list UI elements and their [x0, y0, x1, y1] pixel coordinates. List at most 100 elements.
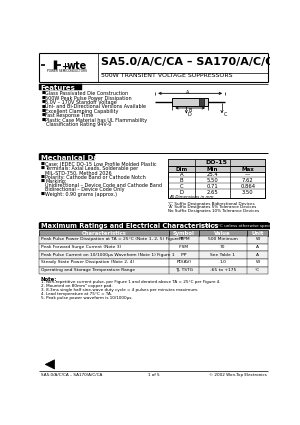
Text: wte: wte	[67, 61, 87, 71]
Text: 2.65: 2.65	[207, 190, 218, 195]
Text: ■: ■	[40, 162, 44, 166]
Bar	[168, 166, 266, 172]
Text: 3.50: 3.50	[242, 190, 254, 195]
Text: Bidirectional – Device Code Only: Bidirectional – Device Code Only	[45, 187, 125, 192]
Text: C: C	[180, 184, 183, 189]
Text: SA5.0/A/C/CA – SA170/A/C/CA: SA5.0/A/C/CA – SA170/A/C/CA	[101, 57, 282, 67]
Bar	[39, 236, 268, 244]
Bar	[39, 259, 268, 266]
Text: ■: ■	[41, 109, 45, 113]
Bar	[39, 251, 268, 259]
Bar	[168, 159, 266, 198]
Text: All Dimensions in mm: All Dimensions in mm	[169, 196, 214, 199]
Text: 1.0: 1.0	[219, 261, 226, 264]
Text: ■: ■	[41, 118, 45, 122]
Polygon shape	[45, 360, 55, 369]
Bar	[39, 244, 268, 251]
Text: B: B	[180, 178, 183, 183]
Text: A: A	[256, 245, 259, 249]
Text: 'C' Suffix Designates Bidirectional Devices: 'C' Suffix Designates Bidirectional Devi…	[168, 201, 254, 206]
Text: PD(AV): PD(AV)	[176, 261, 191, 264]
Text: -65 to +175: -65 to +175	[209, 268, 236, 272]
Text: Note:: Note:	[40, 277, 57, 282]
Text: TJ, TSTG: TJ, TSTG	[175, 268, 193, 272]
Text: D: D	[188, 112, 192, 117]
Text: Weight: 0.90 grams (approx.): Weight: 0.90 grams (approx.)	[45, 192, 117, 196]
Text: 500 Minimum: 500 Minimum	[208, 237, 238, 241]
Text: ■: ■	[40, 192, 44, 196]
Text: © 2002 Won-Top Electronics: © 2002 Won-Top Electronics	[209, 373, 267, 377]
Text: Characteristics: Characteristics	[82, 231, 127, 236]
Text: Terminals: Axial Leads, Solderable per: Terminals: Axial Leads, Solderable per	[45, 166, 139, 171]
Text: 500W TRANSIENT VOLTAGE SUPPRESSORS: 500W TRANSIENT VOLTAGE SUPPRESSORS	[101, 74, 232, 78]
Text: See Table 1: See Table 1	[210, 253, 235, 257]
Text: 'A' Suffix Designates 5% Tolerance Devices: 'A' Suffix Designates 5% Tolerance Devic…	[168, 205, 256, 210]
Bar	[39, 223, 270, 229]
Text: Symbol: Symbol	[173, 231, 195, 236]
Text: POWER SEMICONDUCTORS: POWER SEMICONDUCTORS	[47, 69, 87, 73]
Text: 5.50: 5.50	[207, 178, 218, 183]
Text: No Suffix Designates 10% Tolerance Devices: No Suffix Designates 10% Tolerance Devic…	[168, 209, 259, 213]
Text: ■: ■	[40, 175, 44, 178]
Bar	[199, 98, 204, 106]
Text: Plastic Case Material has UL Flammability: Plastic Case Material has UL Flammabilit…	[45, 118, 147, 123]
Text: ■: ■	[40, 179, 44, 183]
Text: Min: Min	[207, 167, 218, 172]
Text: Excellent Clamping Capability: Excellent Clamping Capability	[45, 109, 118, 114]
Text: ■: ■	[41, 100, 45, 104]
Bar	[172, 98, 208, 106]
Text: Peak Forward Surge Current (Note 3): Peak Forward Surge Current (Note 3)	[40, 245, 121, 249]
Text: Unit: Unit	[251, 231, 264, 236]
Text: Max: Max	[242, 167, 254, 172]
Bar	[39, 230, 268, 236]
Text: IPP: IPP	[181, 253, 187, 257]
Text: Features: Features	[40, 85, 76, 91]
Text: SA5.0/A/C/CA – SA170/A/C/CA: SA5.0/A/C/CA – SA170/A/C/CA	[40, 373, 102, 377]
Text: 500W Peak Pulse Power Dissipation: 500W Peak Pulse Power Dissipation	[45, 96, 132, 100]
Text: ■: ■	[40, 166, 44, 170]
Text: 70: 70	[220, 245, 226, 249]
Text: °C: °C	[255, 268, 260, 272]
Text: Marking:: Marking:	[45, 179, 67, 184]
Bar	[39, 154, 95, 159]
Text: Case: JEDEC DO-15 Low Profile Molded Plastic: Case: JEDEC DO-15 Low Profile Molded Pla…	[45, 162, 157, 167]
Text: Dim: Dim	[175, 167, 188, 172]
Text: C: C	[224, 112, 227, 117]
Text: Glass Passivated Die Construction: Glass Passivated Die Construction	[45, 91, 128, 96]
Text: @TA=25°C unless otherwise specified: @TA=25°C unless otherwise specified	[200, 224, 278, 228]
Text: A: A	[180, 173, 183, 177]
Text: Steady State Power Dissipation (Note 2, 4): Steady State Power Dissipation (Note 2, …	[40, 261, 134, 264]
Text: 7.62: 7.62	[242, 178, 254, 183]
Text: Unidirectional – Device Code and Cathode Band: Unidirectional – Device Code and Cathode…	[45, 183, 162, 188]
Bar	[39, 84, 82, 90]
Text: DO-15: DO-15	[206, 160, 227, 165]
Text: Fast Response Time: Fast Response Time	[45, 113, 94, 119]
Text: 5. Peak pulse power waveform is 10/1000μs.: 5. Peak pulse power waveform is 10/1000μ…	[40, 296, 132, 300]
Text: ■: ■	[41, 96, 45, 99]
Bar	[168, 159, 266, 166]
Text: Value: Value	[214, 231, 231, 236]
Text: A: A	[256, 253, 259, 257]
Text: PPPM: PPPM	[178, 237, 190, 241]
Text: 0.71: 0.71	[207, 184, 218, 189]
Text: 3. 8.3ms single half sine-wave duty cycle = 4 pulses per minutes maximum.: 3. 8.3ms single half sine-wave duty cycl…	[40, 288, 198, 292]
Text: +: +	[61, 62, 68, 71]
Text: ■: ■	[41, 91, 45, 95]
Text: A: A	[186, 90, 190, 95]
Text: 1 of 5: 1 of 5	[148, 373, 160, 377]
Text: W: W	[255, 237, 260, 241]
Text: 25.4: 25.4	[207, 173, 218, 177]
Text: D: D	[179, 190, 183, 195]
Text: Peak Pulse Power Dissipation at TA = 25°C (Note 1, 2, 5) Figure 3: Peak Pulse Power Dissipation at TA = 25°…	[40, 237, 183, 241]
Text: Maximum Ratings and Electrical Characteristics: Maximum Ratings and Electrical Character…	[40, 224, 218, 230]
Text: Peak Pulse Current on 10/1000μs Waveform (Note 1) Figure 1: Peak Pulse Current on 10/1000μs Waveform…	[40, 253, 174, 257]
Text: W: W	[255, 261, 260, 264]
Text: IFSM: IFSM	[179, 245, 189, 249]
Text: ■: ■	[41, 105, 45, 108]
Text: Polarity: Cathode Band or Cathode Notch: Polarity: Cathode Band or Cathode Notch	[45, 175, 146, 180]
Text: 4. Lead temperature at 75°C = TA.: 4. Lead temperature at 75°C = TA.	[40, 292, 112, 296]
Text: 5.0V – 170V Standoff Voltage: 5.0V – 170V Standoff Voltage	[45, 100, 117, 105]
Text: 0.864: 0.864	[240, 184, 255, 189]
Text: 1. Non-repetitive current pulse, per Figure 1 and derated above TA = 25°C per Fi: 1. Non-repetitive current pulse, per Fig…	[40, 280, 220, 284]
Text: Mechanical Data: Mechanical Data	[40, 155, 106, 161]
